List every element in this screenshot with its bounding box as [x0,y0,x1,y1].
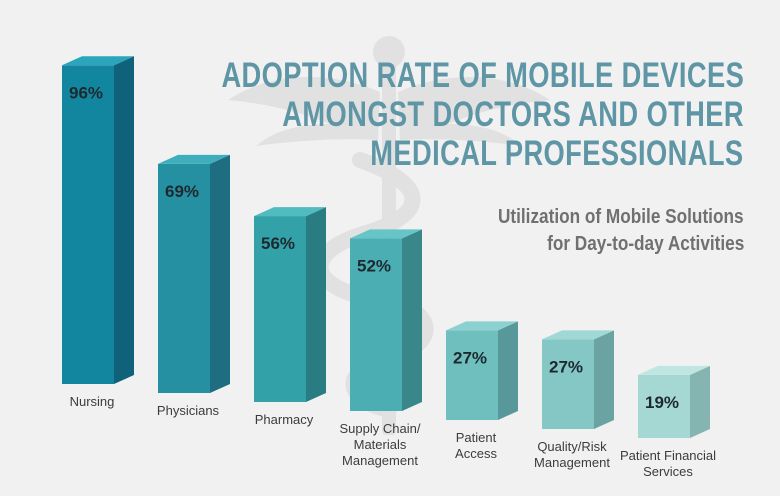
chart-subtitle-line-2: for Day-to-day Activities [546,233,744,255]
bar-value-label: 27% [453,348,487,367]
x-tick-label: Quality/Risk Management [517,439,627,471]
chart-title-line-3: MEDICAL PROFESSIONALS [370,134,744,173]
bar-side-face [498,321,518,420]
x-tick-label-line: Services [643,464,693,479]
x-tick-label: Pharmacy [229,412,339,428]
x-tick-label: Patient Access [421,430,531,462]
bar-front-face [158,163,210,393]
bar-top-face [62,56,134,66]
bar-side-face [594,330,614,429]
x-tick-label-line: Management [534,455,610,470]
bar-side-face [114,56,134,384]
bar-value-label: 56% [261,234,295,253]
bar-top-face [542,330,614,340]
bar-side-face [306,207,326,402]
bar-3: 56% [254,207,326,402]
bar-2: 69% [158,154,230,393]
bar-1: 96% [62,56,134,384]
x-tick-label-line: Supply Chain/ [339,421,421,436]
bar-7: 19% [638,365,710,438]
bar-value-label: 52% [357,256,391,275]
x-tick-label-line: Patient [455,430,497,445]
x-tick-label-line: Physicians [156,403,220,418]
x-tick-label-line: Management [342,453,418,468]
bar-4: 52% [350,229,422,411]
bar-top-face [638,365,710,375]
chart-title-line-2: AMONGST DOCTORS AND OTHER [282,95,744,134]
x-tick-label: Patient Financial Services [613,448,723,480]
x-tick-label-line: Access [455,446,497,461]
bar-front-face [638,374,690,438]
chart-subtitle-line-1: Utilization of Mobile Solutions [498,206,744,228]
x-tick-label-line: Pharmacy [254,412,314,427]
x-tick-label: Physicians [133,403,243,419]
bar-front-face [62,65,114,384]
bar-value-label: 69% [165,182,199,201]
x-tick-label-line: Quality/Risk [537,439,607,454]
bar-front-face [542,339,594,429]
bar-front-face [446,330,498,420]
x-tick-label-line: Materials [353,437,407,452]
bar-side-face [690,365,710,438]
bar-value-label: 96% [69,83,103,102]
bar-front-face [254,216,306,402]
bar-value-label: 19% [645,393,679,412]
chart-title-line-1: ADOPTION RATE OF MOBILE DEVICES [221,56,744,95]
bar-6: 27% [542,330,614,429]
x-tick-label-line: Nursing [69,394,115,409]
bar-value-label: 27% [549,357,583,376]
bar-5: 27% [446,321,518,420]
bar-side-face [402,229,422,411]
x-tick-label-line: Patient Financial [619,448,717,463]
bar-top-face [350,229,422,239]
bar-top-face [158,154,230,164]
x-tick-label: Supply Chain/Materials Management [325,421,435,469]
x-tick-label: Nursing [37,394,147,410]
bar-side-face [210,154,230,393]
bar-top-face [446,321,518,331]
bar-front-face [350,238,402,411]
bar-top-face [254,207,326,217]
